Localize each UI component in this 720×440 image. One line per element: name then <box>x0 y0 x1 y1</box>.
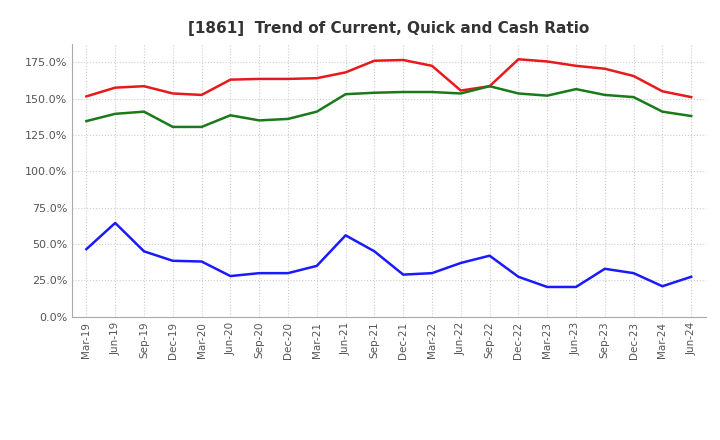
Current Ratio <box>255 76 264 81</box>
Cash Ratio <box>197 259 206 264</box>
Quick Ratio <box>82 118 91 124</box>
Quick Ratio <box>687 114 696 119</box>
Current Ratio <box>572 63 580 69</box>
Current Ratio <box>514 57 523 62</box>
Current Ratio <box>168 91 177 96</box>
Line: Current Ratio: Current Ratio <box>86 59 691 97</box>
Current Ratio <box>312 76 321 81</box>
Cash Ratio <box>658 284 667 289</box>
Cash Ratio <box>82 246 91 252</box>
Cash Ratio <box>456 260 465 266</box>
Quick Ratio <box>370 90 379 95</box>
Cash Ratio <box>226 273 235 279</box>
Cash Ratio <box>687 274 696 279</box>
Current Ratio <box>485 84 494 89</box>
Line: Cash Ratio: Cash Ratio <box>86 223 691 287</box>
Cash Ratio <box>514 274 523 279</box>
Cash Ratio <box>111 220 120 226</box>
Cash Ratio <box>600 266 609 271</box>
Quick Ratio <box>140 109 148 114</box>
Quick Ratio <box>168 124 177 129</box>
Current Ratio <box>543 59 552 64</box>
Current Ratio <box>687 95 696 100</box>
Quick Ratio <box>514 91 523 96</box>
Cash Ratio <box>341 233 350 238</box>
Cash Ratio <box>543 284 552 290</box>
Current Ratio <box>629 73 638 79</box>
Cash Ratio <box>572 284 580 290</box>
Title: [1861]  Trend of Current, Quick and Cash Ratio: [1861] Trend of Current, Quick and Cash … <box>188 21 590 36</box>
Current Ratio <box>226 77 235 82</box>
Quick Ratio <box>255 118 264 123</box>
Cash Ratio <box>284 271 292 276</box>
Current Ratio <box>370 58 379 63</box>
Cash Ratio <box>399 272 408 277</box>
Quick Ratio <box>600 92 609 98</box>
Cash Ratio <box>428 271 436 276</box>
Current Ratio <box>140 84 148 89</box>
Current Ratio <box>428 63 436 69</box>
Quick Ratio <box>197 124 206 129</box>
Cash Ratio <box>168 258 177 264</box>
Quick Ratio <box>312 109 321 114</box>
Cash Ratio <box>629 271 638 276</box>
Current Ratio <box>600 66 609 71</box>
Current Ratio <box>111 85 120 90</box>
Quick Ratio <box>284 116 292 121</box>
Quick Ratio <box>428 89 436 95</box>
Cash Ratio <box>312 263 321 268</box>
Current Ratio <box>341 70 350 75</box>
Quick Ratio <box>341 92 350 97</box>
Current Ratio <box>197 92 206 98</box>
Quick Ratio <box>485 84 494 89</box>
Current Ratio <box>658 88 667 94</box>
Quick Ratio <box>629 95 638 100</box>
Quick Ratio <box>456 91 465 96</box>
Quick Ratio <box>572 87 580 92</box>
Cash Ratio <box>255 271 264 276</box>
Line: Quick Ratio: Quick Ratio <box>86 86 691 127</box>
Quick Ratio <box>543 93 552 98</box>
Cash Ratio <box>485 253 494 258</box>
Quick Ratio <box>111 111 120 117</box>
Current Ratio <box>82 94 91 99</box>
Quick Ratio <box>658 109 667 114</box>
Current Ratio <box>399 57 408 62</box>
Quick Ratio <box>226 113 235 118</box>
Quick Ratio <box>399 89 408 95</box>
Current Ratio <box>284 76 292 81</box>
Cash Ratio <box>370 249 379 254</box>
Current Ratio <box>456 88 465 93</box>
Cash Ratio <box>140 249 148 254</box>
